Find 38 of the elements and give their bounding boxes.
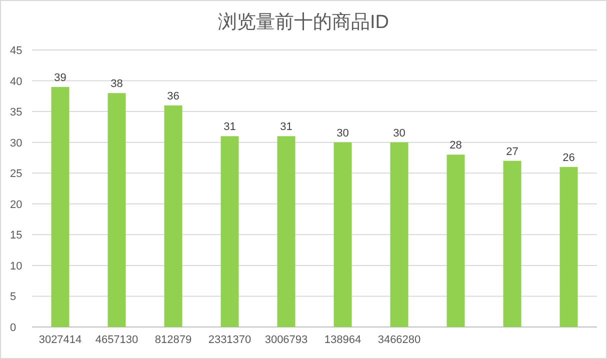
y-tick-label: 35 <box>10 106 22 119</box>
bar <box>277 136 296 327</box>
y-tick-label: 25 <box>10 168 22 180</box>
y-tick-label: 0 <box>10 322 16 334</box>
y-tick-label: 5 <box>10 291 16 304</box>
bar <box>390 142 408 327</box>
y-tick-label: 15 <box>10 230 22 242</box>
data-label: 31 <box>280 121 292 134</box>
data-label: 38 <box>110 78 123 90</box>
y-tick-label: 20 <box>10 198 22 211</box>
y-tick-label: 40 <box>10 76 22 88</box>
bar <box>51 86 70 327</box>
bar <box>334 142 352 327</box>
data-label: 30 <box>393 127 406 140</box>
y-tick-label: 10 <box>10 260 22 272</box>
bar <box>560 166 578 327</box>
x-tick-label: 3466280 <box>378 334 421 346</box>
x-tick-label: 2331370 <box>208 334 252 346</box>
x-tick-label: 4657130 <box>95 334 138 346</box>
bar <box>220 136 239 327</box>
data-label: 30 <box>336 127 349 140</box>
bar <box>446 154 465 327</box>
data-label: 26 <box>562 152 575 164</box>
y-tick-label: 30 <box>10 137 22 150</box>
data-label: 36 <box>167 90 180 102</box>
data-label: 28 <box>450 140 462 152</box>
bar <box>164 105 182 327</box>
x-tick-label: 812879 <box>154 334 192 346</box>
x-tick-label: 3006793 <box>264 334 308 346</box>
bar <box>503 160 522 327</box>
data-label: 39 <box>54 72 66 84</box>
chart-title: 浏览量前十的商品ID <box>218 11 389 33</box>
bar <box>108 93 126 327</box>
data-label: 31 <box>224 121 236 134</box>
x-tick-label: 138964 <box>324 334 362 346</box>
data-label: 27 <box>506 146 518 158</box>
y-tick-label: 45 <box>10 45 22 57</box>
x-tick-label: 3027414 <box>38 334 82 346</box>
